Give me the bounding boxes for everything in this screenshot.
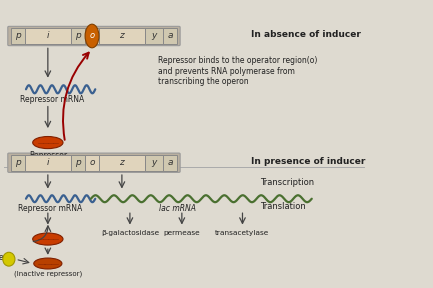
Text: p: p bbox=[75, 158, 81, 167]
FancyBboxPatch shape bbox=[8, 26, 180, 46]
FancyBboxPatch shape bbox=[99, 28, 145, 44]
Text: y: y bbox=[151, 158, 156, 167]
Text: Transcription: Transcription bbox=[260, 178, 314, 187]
Text: Inducer: Inducer bbox=[0, 253, 7, 262]
Ellipse shape bbox=[32, 233, 63, 245]
Ellipse shape bbox=[32, 137, 63, 149]
Text: p: p bbox=[75, 31, 81, 41]
Text: β-galactosidase: β-galactosidase bbox=[101, 230, 159, 236]
FancyBboxPatch shape bbox=[99, 155, 145, 170]
FancyBboxPatch shape bbox=[145, 155, 163, 170]
Text: i: i bbox=[47, 31, 49, 41]
Ellipse shape bbox=[34, 258, 62, 269]
Text: y: y bbox=[151, 31, 156, 41]
FancyBboxPatch shape bbox=[145, 28, 163, 44]
FancyBboxPatch shape bbox=[163, 155, 177, 170]
Text: o: o bbox=[90, 31, 94, 41]
FancyBboxPatch shape bbox=[71, 155, 85, 170]
Text: z: z bbox=[120, 158, 124, 167]
FancyBboxPatch shape bbox=[85, 28, 99, 44]
Text: transacetylase: transacetylase bbox=[215, 230, 270, 236]
Text: o: o bbox=[89, 31, 95, 41]
Text: lac mRNA: lac mRNA bbox=[159, 204, 196, 213]
Text: a: a bbox=[167, 31, 173, 41]
Text: Repressor: Repressor bbox=[29, 151, 67, 160]
Text: Repressor mRNA: Repressor mRNA bbox=[20, 95, 84, 104]
Text: In absence of inducer: In absence of inducer bbox=[251, 30, 361, 39]
Text: i: i bbox=[47, 158, 49, 167]
Text: a: a bbox=[167, 158, 173, 167]
FancyBboxPatch shape bbox=[71, 28, 85, 44]
Text: Repressor binds to the operator region(o)
and prevents RNA polymerase from
trans: Repressor binds to the operator region(o… bbox=[158, 56, 317, 86]
Text: o: o bbox=[89, 158, 95, 167]
Text: In presence of inducer: In presence of inducer bbox=[251, 157, 365, 166]
Text: (Inactive repressor): (Inactive repressor) bbox=[14, 271, 82, 277]
FancyBboxPatch shape bbox=[25, 155, 71, 170]
Text: Translation: Translation bbox=[260, 202, 306, 211]
FancyBboxPatch shape bbox=[25, 28, 71, 44]
FancyBboxPatch shape bbox=[11, 28, 25, 44]
Text: p: p bbox=[15, 31, 21, 41]
FancyBboxPatch shape bbox=[8, 153, 180, 172]
FancyBboxPatch shape bbox=[11, 155, 25, 170]
FancyBboxPatch shape bbox=[85, 155, 99, 170]
Text: Repressor mRNA: Repressor mRNA bbox=[18, 204, 82, 213]
Ellipse shape bbox=[85, 24, 99, 48]
Text: z: z bbox=[120, 31, 124, 41]
FancyBboxPatch shape bbox=[163, 28, 177, 44]
Text: p: p bbox=[15, 158, 21, 167]
Text: permease: permease bbox=[164, 230, 200, 236]
Ellipse shape bbox=[3, 252, 15, 266]
